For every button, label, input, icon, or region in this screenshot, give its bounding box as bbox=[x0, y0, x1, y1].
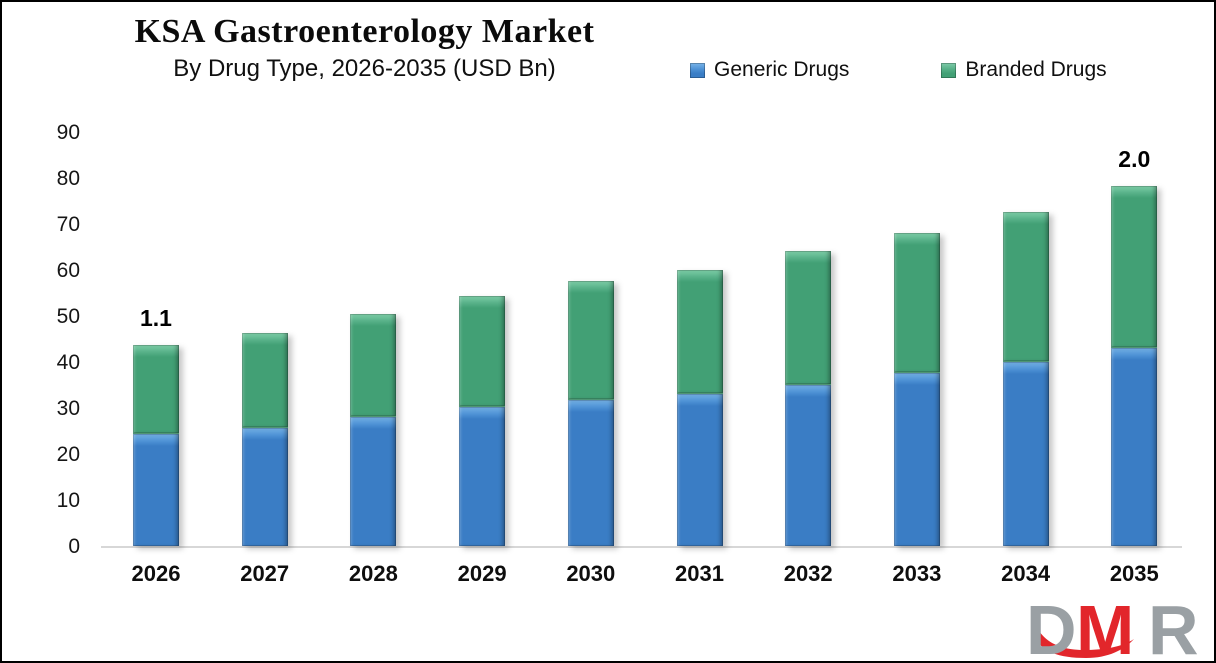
bar-segment-branded-2031 bbox=[676, 270, 723, 395]
x-axis-label-2032: 2032 bbox=[783, 561, 833, 586]
bar-2029 bbox=[459, 296, 506, 546]
bar-segment-branded-2032 bbox=[785, 251, 832, 385]
x-axis-label-2030: 2030 bbox=[566, 561, 616, 586]
x-axis-label-2029: 2029 bbox=[457, 561, 507, 586]
x-axis-label-2028: 2028 bbox=[348, 561, 398, 586]
bar-segment-generic-2035 bbox=[1111, 347, 1158, 546]
y-tick-label-40: 40 bbox=[56, 351, 80, 374]
bar-2030 bbox=[567, 281, 614, 546]
bar-segment-branded-2030 bbox=[567, 281, 614, 400]
bar-2032 bbox=[785, 251, 832, 546]
bar-segment-generic-2033 bbox=[893, 373, 940, 546]
bar-2026 bbox=[133, 344, 179, 546]
svg-text:D: D bbox=[1026, 597, 1077, 663]
chart-header: KSA Gastroenterology Market By Drug Type… bbox=[87, 12, 642, 83]
y-tick-label-20: 20 bbox=[56, 443, 80, 466]
data-label-2026: 1.1 bbox=[140, 304, 172, 331]
chart-title: KSA Gastroenterology Market bbox=[134, 13, 595, 50]
y-tick-label-80: 80 bbox=[56, 167, 80, 190]
x-axis-label-2034: 2034 bbox=[1001, 561, 1051, 586]
y-tick-label-60: 60 bbox=[56, 259, 80, 282]
bar-segment-branded-2027 bbox=[241, 332, 288, 428]
legend-label-generic: Generic Drugs bbox=[714, 58, 850, 81]
svg-text:R: R bbox=[1148, 597, 1199, 663]
bar-segment-branded-2029 bbox=[459, 296, 506, 408]
legend-swatch-branded-icon bbox=[941, 62, 957, 78]
x-axis-label-2031: 2031 bbox=[675, 561, 724, 586]
chart-legend: Generic Drugs Branded Drugs bbox=[690, 58, 1107, 82]
x-axis-line bbox=[101, 546, 1182, 548]
bar-segment-generic-2031 bbox=[676, 394, 723, 546]
bar-segment-branded-2034 bbox=[1002, 211, 1049, 362]
legend-swatch-generic-icon bbox=[690, 62, 705, 78]
svg-text:M: M bbox=[1076, 597, 1134, 663]
bar-2031 bbox=[676, 270, 723, 546]
y-tick-label-90: 90 bbox=[56, 121, 80, 144]
dmr-logo-swoosh bbox=[1031, 613, 1134, 658]
bar-segment-generic-2029 bbox=[459, 407, 506, 546]
bar-2035 bbox=[1111, 185, 1158, 546]
y-tick-label-70: 70 bbox=[56, 213, 80, 236]
legend-item-branded-drugs: Branded Drugs bbox=[941, 58, 1107, 82]
bar-2034 bbox=[1002, 211, 1049, 546]
legend-item-generic-drugs: Generic Drugs bbox=[690, 58, 849, 82]
bar-segment-branded-2033 bbox=[893, 233, 940, 374]
x-axis-label-2035: 2035 bbox=[1109, 561, 1159, 586]
legend-label-branded: Branded Drugs bbox=[965, 58, 1107, 81]
dmr-logo: D M R bbox=[1026, 597, 1199, 663]
bar-segment-generic-2030 bbox=[567, 399, 614, 546]
bar-segment-generic-2032 bbox=[785, 384, 832, 546]
x-axis-label-2026: 2026 bbox=[131, 561, 181, 586]
bar-segment-generic-2034 bbox=[1002, 361, 1049, 546]
x-axis-label-2027: 2027 bbox=[240, 561, 290, 586]
bar-segment-branded-2026 bbox=[133, 344, 179, 435]
bar-segment-generic-2026 bbox=[133, 434, 179, 546]
bar-2027 bbox=[241, 332, 288, 546]
x-axis-label-2033: 2033 bbox=[892, 561, 942, 586]
bar-2028 bbox=[350, 313, 397, 546]
y-tick-label-10: 10 bbox=[56, 489, 80, 512]
data-label-2035: 2.0 bbox=[1118, 145, 1151, 172]
bar-segment-branded-2028 bbox=[350, 313, 397, 418]
bar-segment-generic-2027 bbox=[241, 427, 288, 546]
chart-subtitle: By Drug Type, 2026-2035 (USD Bn) bbox=[173, 55, 556, 82]
bar-2033 bbox=[893, 233, 940, 546]
y-tick-label-50: 50 bbox=[56, 305, 80, 328]
y-tick-label-30: 30 bbox=[56, 397, 80, 420]
bar-segment-generic-2028 bbox=[350, 417, 397, 546]
bar-segment-branded-2035 bbox=[1111, 185, 1158, 348]
y-tick-label-0: 0 bbox=[68, 535, 80, 558]
